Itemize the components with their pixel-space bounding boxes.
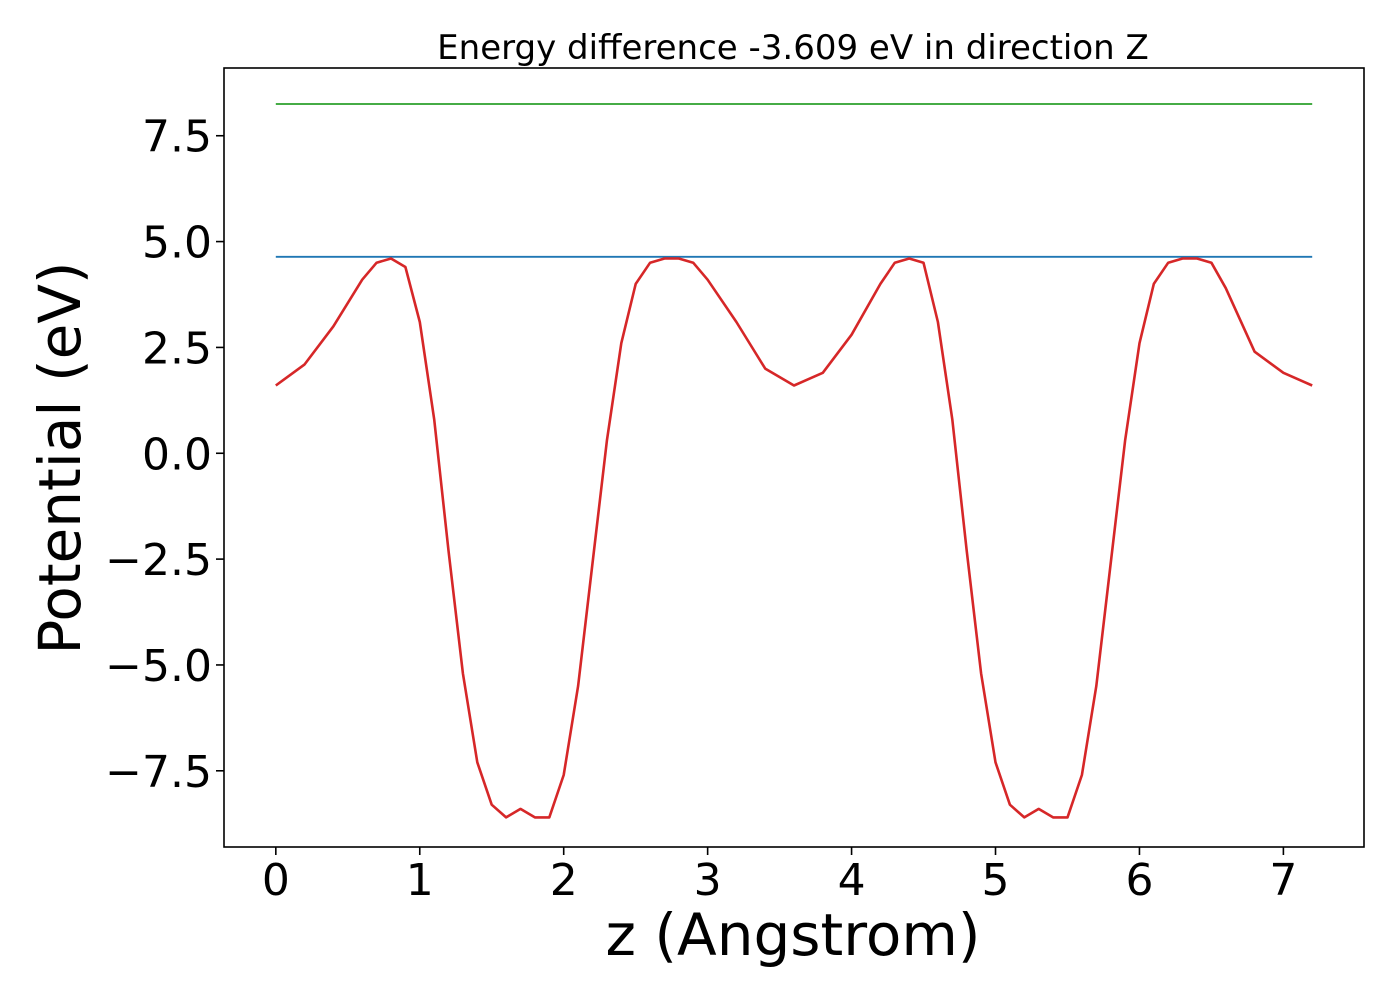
series-layer: [275, 103, 1313, 819]
chart-title: Energy difference -3.609 eV in direction…: [437, 28, 1149, 68]
y-tick-label: 5.0: [142, 218, 212, 269]
x-tick-label: 6: [1125, 855, 1153, 906]
y-axis-label: Potential (eV): [26, 261, 94, 654]
y-tick-label: −5.0: [105, 641, 212, 692]
x-axis-ticks: 0 1 2 3 4 5 6 7: [262, 847, 1297, 906]
y-tick-label: 7.5: [142, 112, 212, 163]
plot-frame: [223, 67, 1365, 848]
y-tick-label: 2.5: [142, 323, 212, 374]
y-axis-ticks: −7.5 −5.0 −2.5 0.0 2.5 5.0 7.5: [105, 112, 224, 798]
y-tick-label: 0.0: [142, 429, 212, 480]
x-tick-label: 4: [838, 855, 866, 906]
x-tick-label: 5: [982, 855, 1010, 906]
series-line-2: [275, 257, 1313, 819]
x-tick-label: 1: [406, 855, 434, 906]
x-axis-label: z (Angstrom): [606, 901, 981, 969]
x-tick-label: 0: [262, 855, 290, 906]
y-tick-label: −7.5: [105, 747, 212, 798]
x-tick-label: 7: [1269, 855, 1297, 906]
x-tick-label: 2: [550, 855, 578, 906]
y-tick-label: −2.5: [105, 535, 212, 586]
x-tick-label: 3: [694, 855, 722, 906]
